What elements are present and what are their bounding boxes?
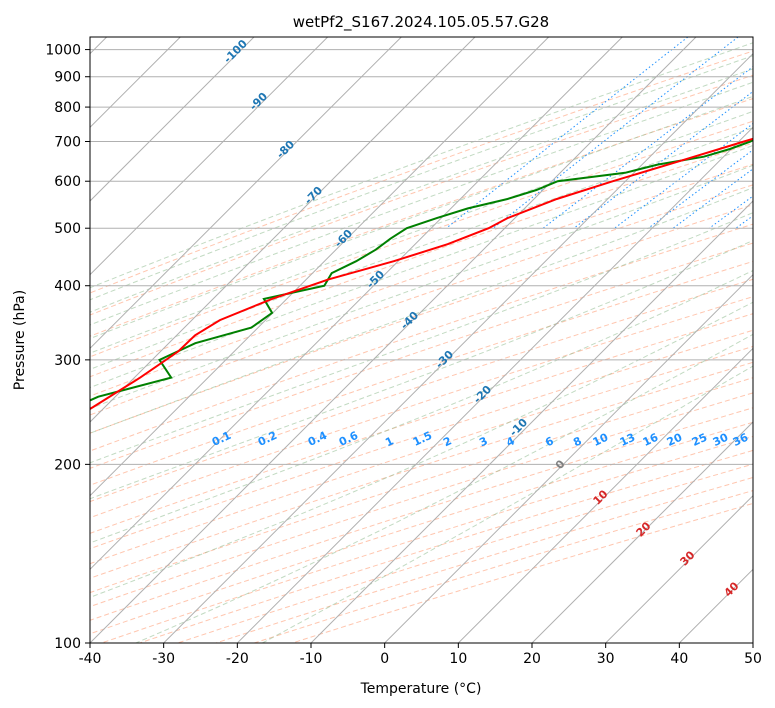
plot-frame bbox=[89, 36, 754, 644]
isotherm bbox=[752, 642, 753, 643]
moist-adiabat bbox=[90, 270, 753, 544]
dewpoint-line bbox=[90, 138, 753, 402]
dry-adiabat bbox=[90, 313, 753, 534]
x-tick-label: -40 bbox=[79, 651, 102, 667]
mixing-ratio-label: 30 bbox=[711, 431, 731, 449]
sounding-profiles bbox=[90, 137, 753, 411]
moist-adiabat bbox=[90, 144, 753, 389]
moist-adiabat bbox=[90, 55, 753, 301]
dry-adiabat bbox=[90, 278, 753, 503]
isotherm bbox=[90, 37, 697, 643]
moist-adiabat bbox=[262, 365, 753, 643]
moist-adiabat bbox=[90, 164, 753, 410]
mixing-ratio-label: 16 bbox=[641, 431, 661, 449]
moist-adiabat bbox=[90, 68, 753, 313]
isotherm bbox=[90, 37, 476, 423]
y-tick-label: 500 bbox=[54, 221, 81, 237]
dry-adiabat bbox=[90, 184, 753, 416]
mixing-ratio-label: 10 bbox=[591, 431, 611, 449]
isotherm bbox=[236, 126, 753, 643]
dry-adiabat bbox=[90, 377, 753, 594]
mixing-ratio-label: 13 bbox=[618, 431, 637, 449]
dry-adiabat bbox=[90, 142, 753, 378]
plot-background bbox=[90, 37, 753, 643]
isotherm bbox=[310, 200, 753, 643]
moist-adiabat bbox=[90, 212, 753, 464]
isotherm bbox=[457, 347, 753, 643]
mixing-ratio-label: 25 bbox=[690, 431, 709, 449]
dry-adiabat bbox=[90, 345, 753, 565]
moist-adiabat bbox=[90, 42, 753, 289]
mixing-ratio-line bbox=[542, 65, 753, 229]
y-tick-label: 200 bbox=[54, 457, 81, 473]
isotherm bbox=[531, 421, 753, 643]
isotherms bbox=[90, 37, 753, 643]
x-tick-label: 50 bbox=[744, 651, 762, 667]
x-tick-label: -30 bbox=[152, 651, 175, 667]
mixing-ratio-line bbox=[573, 90, 753, 229]
isotherm bbox=[90, 37, 550, 497]
x-tick-label: -20 bbox=[226, 651, 249, 667]
x-tick-label: 0 bbox=[380, 651, 389, 667]
isotherm bbox=[163, 52, 753, 643]
dry-adiabat bbox=[90, 50, 753, 294]
y-tick-label: 300 bbox=[54, 353, 81, 369]
x-tick-label: -10 bbox=[300, 651, 323, 667]
isotherm bbox=[90, 37, 255, 202]
y-tick-label: 700 bbox=[54, 134, 81, 150]
isotherm bbox=[90, 37, 402, 350]
moist-adiabat bbox=[90, 239, 753, 500]
dry-adiabat bbox=[90, 329, 753, 550]
pressure-gridlines bbox=[90, 49, 753, 643]
y-tick-label: 800 bbox=[54, 100, 81, 116]
isotherm bbox=[90, 37, 329, 276]
x-tick-label: 40 bbox=[670, 651, 688, 667]
mixing-ratio-label: 20 bbox=[665, 431, 685, 449]
isotherm bbox=[90, 37, 623, 571]
x-axis: -40 -30 -20 -10 0 10 20 30 40 50 bbox=[79, 643, 762, 667]
moist-adiabat bbox=[90, 301, 753, 598]
x-axis-label: Temperature (°C) bbox=[360, 681, 482, 697]
y-tick-label: 900 bbox=[54, 70, 81, 86]
y-axis-label: Pressure (hPa) bbox=[12, 290, 28, 390]
dry-adiabat bbox=[90, 98, 753, 337]
mixing-ratio-line bbox=[672, 168, 753, 229]
isotherm bbox=[384, 273, 753, 643]
dry-adiabat bbox=[90, 392, 753, 608]
y-tick-label: 400 bbox=[54, 279, 81, 295]
x-tick-label: 20 bbox=[523, 651, 541, 667]
chart-title: wetPf2_S167.2024.105.05.57.G28 bbox=[293, 13, 549, 32]
moist-adiabat bbox=[90, 187, 753, 434]
y-tick-label: 600 bbox=[54, 174, 81, 190]
y-axis: 100 200 300 400 500 600 700 800 900 1000 bbox=[45, 43, 90, 652]
y-tick-label: 100 bbox=[54, 636, 81, 652]
y-tick-label: 1000 bbox=[45, 43, 81, 59]
mixing-ratio-label: 36 bbox=[731, 431, 751, 449]
dry-adiabat bbox=[90, 163, 753, 397]
dry-adiabat bbox=[90, 296, 753, 519]
temperature-line bbox=[90, 137, 753, 411]
x-tick-label: 10 bbox=[449, 651, 467, 667]
isotherm bbox=[605, 494, 753, 643]
x-tick-label: 30 bbox=[597, 651, 615, 667]
